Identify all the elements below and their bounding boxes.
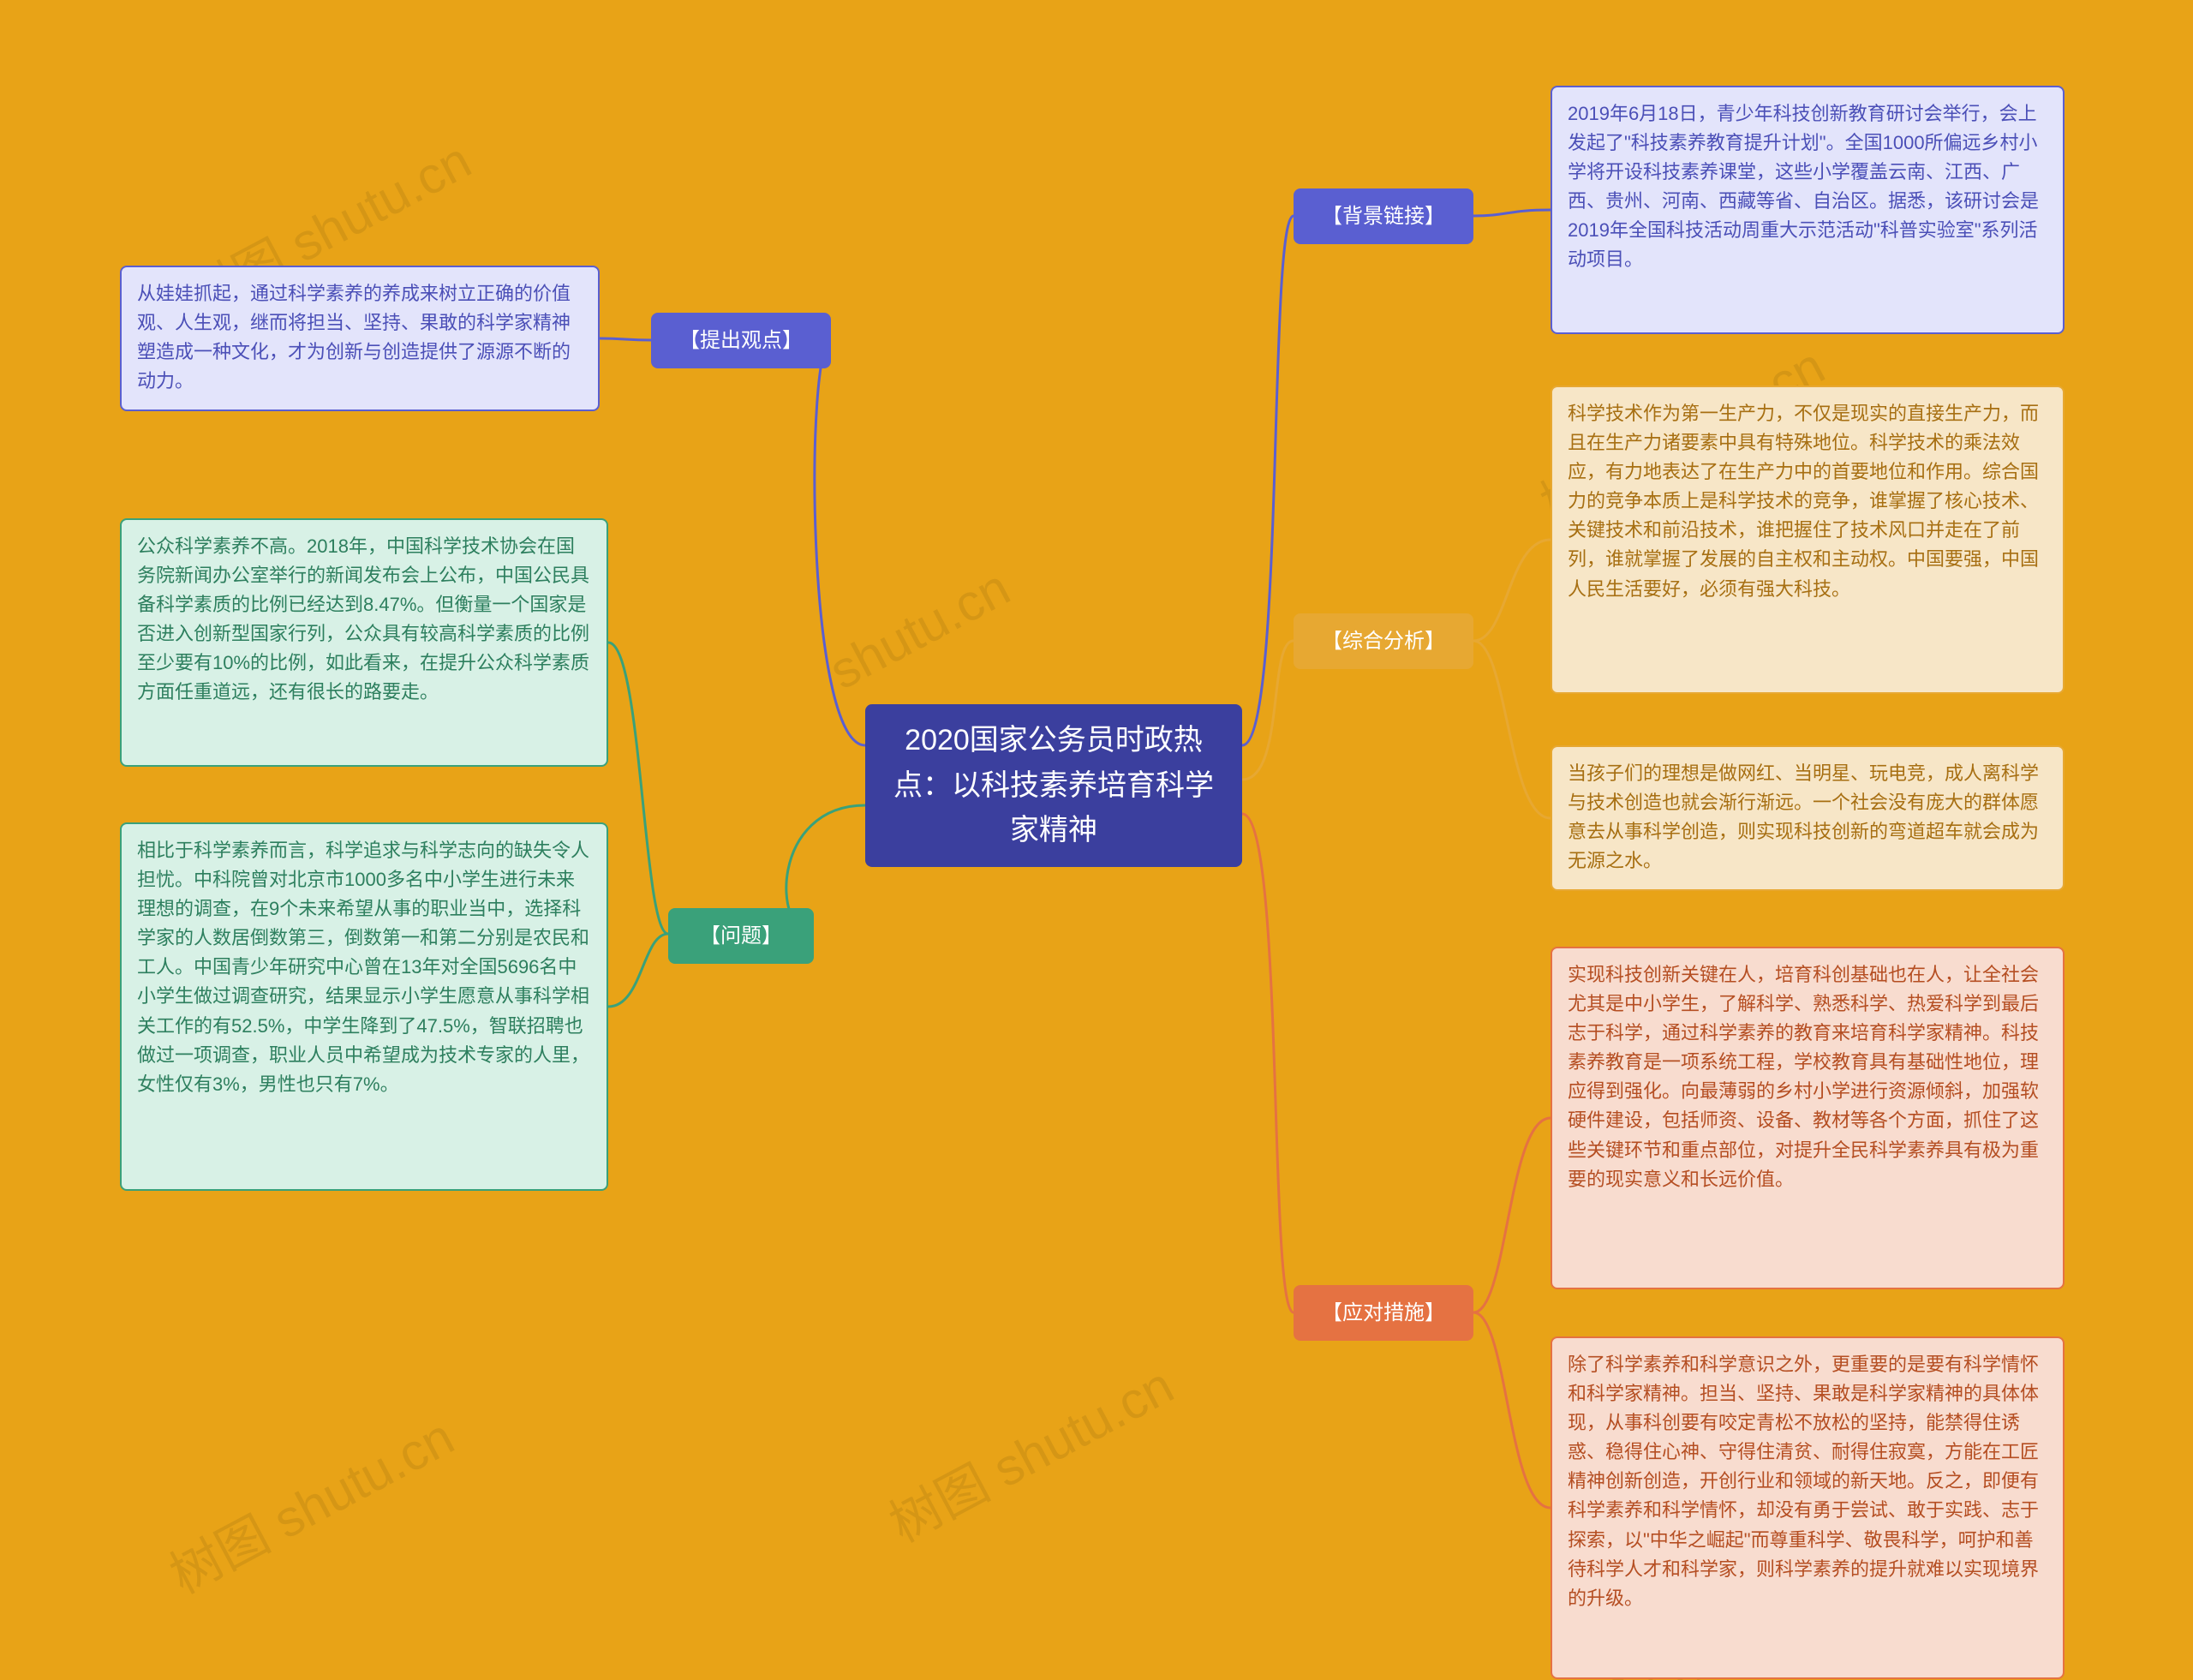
leaf-analysis-0-text: 科学技术作为第一生产力，不仅是现实的直接生产力，而且在生产力诸要素中具有特殊地位… <box>1568 403 2039 600</box>
leaf-measures-1[interactable]: 除了科学素养和科学意识之外，更重要的是要有科学情怀和科学家精神。担当、坚持、果敢… <box>1551 1336 2065 1679</box>
leaf-analysis-1-text: 当孩子们的理想是做网红、当明星、玩电竞，成人离科学与技术创造也就会渐行渐远。一个… <box>1568 762 2039 871</box>
leaf-analysis-0[interactable]: 科学技术作为第一生产力，不仅是现实的直接生产力，而且在生产力诸要素中具有特殊地位… <box>1551 386 2065 694</box>
leaf-problem-0[interactable]: 公众科学素养不高。2018年，中国科学技术协会在国务院新闻办公室举行的新闻发布会… <box>120 518 608 767</box>
branch-analysis-label: 【综合分析】 <box>1322 625 1445 657</box>
leaf-problem-1-text: 相比于科学素养而言，科学追求与科学志向的缺失令人担忧。中科院曾对北京市1000多… <box>137 840 589 1095</box>
leaf-measures-0[interactable]: 实现科技创新关键在人，培育科创基础也在人，让全社会尤其是中小学生，了解科学、熟悉… <box>1551 947 2065 1289</box>
center-topic-text: 2020国家公务员时政热点：以科技素养培育科学家精神 <box>881 718 1227 853</box>
branch-problem-label: 【问题】 <box>700 920 782 952</box>
leaf-viewpoint-0[interactable]: 从娃娃抓起，通过科学素养的养成来树立正确的价值观、人生观，继而将担当、坚持、果敢… <box>120 266 600 411</box>
leaf-problem-1[interactable]: 相比于科学素养而言，科学追求与科学志向的缺失令人担忧。中科院曾对北京市1000多… <box>120 822 608 1191</box>
leaf-problem-0-text: 公众科学素养不高。2018年，中国科学技术协会在国务院新闻办公室举行的新闻发布会… <box>137 535 589 702</box>
watermark: shutu.cn <box>820 558 1019 701</box>
leaf-background-link-0-text: 2019年6月18日，青少年科技创新教育研讨会举行，会上发起了"科技素养教育提升… <box>1568 103 2039 270</box>
watermark: 树图 shutu.cn <box>875 1345 1185 1557</box>
branch-analysis[interactable]: 【综合分析】 <box>1294 613 1473 669</box>
watermark: 树图 shutu.cn <box>155 1396 465 1608</box>
leaf-measures-0-text: 实现科技创新关键在人，培育科创基础也在人，让全社会尤其是中小学生，了解科学、熟悉… <box>1568 964 2039 1190</box>
branch-problem[interactable]: 【问题】 <box>668 908 814 964</box>
leaf-background-link-0[interactable]: 2019年6月18日，青少年科技创新教育研讨会举行，会上发起了"科技素养教育提升… <box>1551 86 2065 334</box>
center-topic[interactable]: 2020国家公务员时政热点：以科技素养培育科学家精神 <box>865 704 1242 867</box>
branch-viewpoint[interactable]: 【提出观点】 <box>651 313 831 368</box>
leaf-analysis-1[interactable]: 当孩子们的理想是做网红、当明星、玩电竞，成人离科学与技术创造也就会渐行渐远。一个… <box>1551 745 2065 891</box>
branch-viewpoint-label: 【提出观点】 <box>679 325 803 356</box>
branch-background-link-label: 【背景链接】 <box>1322 200 1445 232</box>
leaf-measures-1-text: 除了科学素养和科学意识之外，更重要的是要有科学情怀和科学家精神。担当、坚持、果敢… <box>1568 1354 2039 1609</box>
branch-background-link[interactable]: 【背景链接】 <box>1294 188 1473 244</box>
branch-measures-label: 【应对措施】 <box>1322 1297 1445 1329</box>
leaf-viewpoint-0-text: 从娃娃抓起，通过科学素养的养成来树立正确的价值观、人生观，继而将担当、坚持、果敢… <box>137 283 571 392</box>
branch-measures[interactable]: 【应对措施】 <box>1294 1285 1473 1341</box>
mindmap-canvas: 树图 shutu.cn 树图 shutu.cn shutu.cn 树图 shut… <box>0 0 2193 1680</box>
